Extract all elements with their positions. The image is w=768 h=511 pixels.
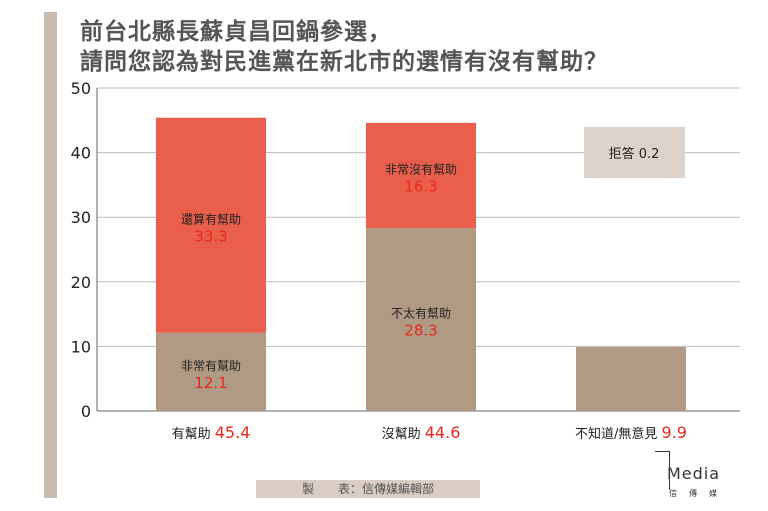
x-category-label: 沒幫助 44.6 (382, 423, 461, 442)
annotation-box (584, 127, 685, 178)
segment-label: 非常沒有幫助 (385, 162, 457, 177)
segment-value: 33.3 (194, 227, 227, 245)
left-accent-bar (44, 12, 57, 498)
bar-segment (366, 122, 476, 229)
category-name: 有幫助 (172, 426, 215, 442)
segment-value: 16.3 (404, 178, 437, 196)
y-tick-label: 50 (71, 79, 91, 98)
logo: Media 信傳媒 (655, 448, 745, 503)
segment-value: 12.1 (194, 374, 227, 392)
segment-value: 28.3 (404, 322, 437, 340)
category-total: 45.4 (215, 423, 251, 442)
x-category-label: 不知道/無意見 9.9 (575, 423, 687, 442)
category-name: 沒幫助 (382, 426, 425, 442)
category-total: 44.6 (425, 423, 461, 442)
chart-title-line1: 前台北縣長蘇貞昌回鍋參選， (80, 19, 392, 45)
y-tick-label: 10 (71, 337, 91, 356)
segment-label: 不太有幫助 (391, 306, 451, 321)
bar-segment (576, 347, 686, 411)
chart-title-line2: 請問您認為對民進黨在新北市的選情有沒有幫助？ (80, 49, 608, 75)
y-tick-label: 40 (71, 144, 91, 163)
bar-segment (156, 332, 266, 411)
y-tick-label: 30 (71, 208, 91, 227)
y-tick-label: 0 (81, 402, 91, 421)
category-total: 9.9 (662, 423, 687, 442)
logo-sub: 信傳媒 (669, 489, 729, 498)
category-name: 不知道/無意見 (575, 426, 662, 442)
x-category-label: 有幫助 45.4 (172, 423, 251, 442)
annotation-text: 拒答 0.2 (609, 146, 660, 162)
logo-text: Media (667, 464, 721, 483)
y-tick-label: 20 (71, 273, 91, 292)
footer-credit: 製 表：信傳媒編輯部 (256, 480, 480, 498)
segment-label: 還算有幫助 (181, 211, 241, 226)
bar-segment (366, 228, 476, 411)
bar-segment (156, 117, 266, 333)
segment-label: 非常有幫助 (181, 358, 241, 373)
